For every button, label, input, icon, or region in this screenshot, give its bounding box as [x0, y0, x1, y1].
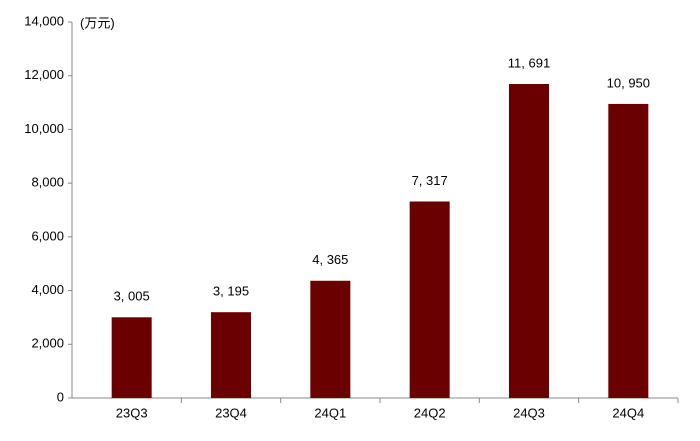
bar — [111, 317, 152, 398]
y-tick-label: 0 — [57, 389, 64, 404]
y-tick-label: 10,000 — [24, 121, 64, 136]
y-tick-label: 14,000 — [24, 13, 64, 28]
value-label: 3, 195 — [213, 284, 249, 299]
value-label: 10, 950 — [607, 75, 650, 90]
bar — [211, 312, 251, 398]
y-tick-label: 4,000 — [31, 282, 64, 297]
y-tick-label: 8,000 — [31, 175, 64, 190]
bar — [608, 103, 649, 399]
x-tick-label: 24Q3 — [513, 405, 545, 420]
y-tick-label: 6,000 — [31, 228, 64, 243]
value-label: 4, 365 — [312, 252, 348, 267]
x-tick-label: 24Q2 — [414, 405, 446, 420]
x-tick-label: 23Q3 — [116, 405, 148, 420]
bar — [310, 280, 351, 398]
x-tick-label: 23Q4 — [215, 405, 247, 420]
value-label: 3, 005 — [114, 289, 150, 304]
unit-label: (万元) — [80, 15, 115, 30]
x-tick-label: 24Q4 — [612, 405, 644, 420]
y-tick-label: 12,000 — [24, 67, 64, 82]
x-tick-label: 24Q1 — [314, 405, 346, 420]
y-tick-label: 2,000 — [31, 336, 64, 351]
value-label: 11, 691 — [508, 55, 550, 70]
bar — [509, 84, 549, 398]
value-label: 7, 317 — [412, 173, 448, 188]
bar — [409, 201, 450, 398]
